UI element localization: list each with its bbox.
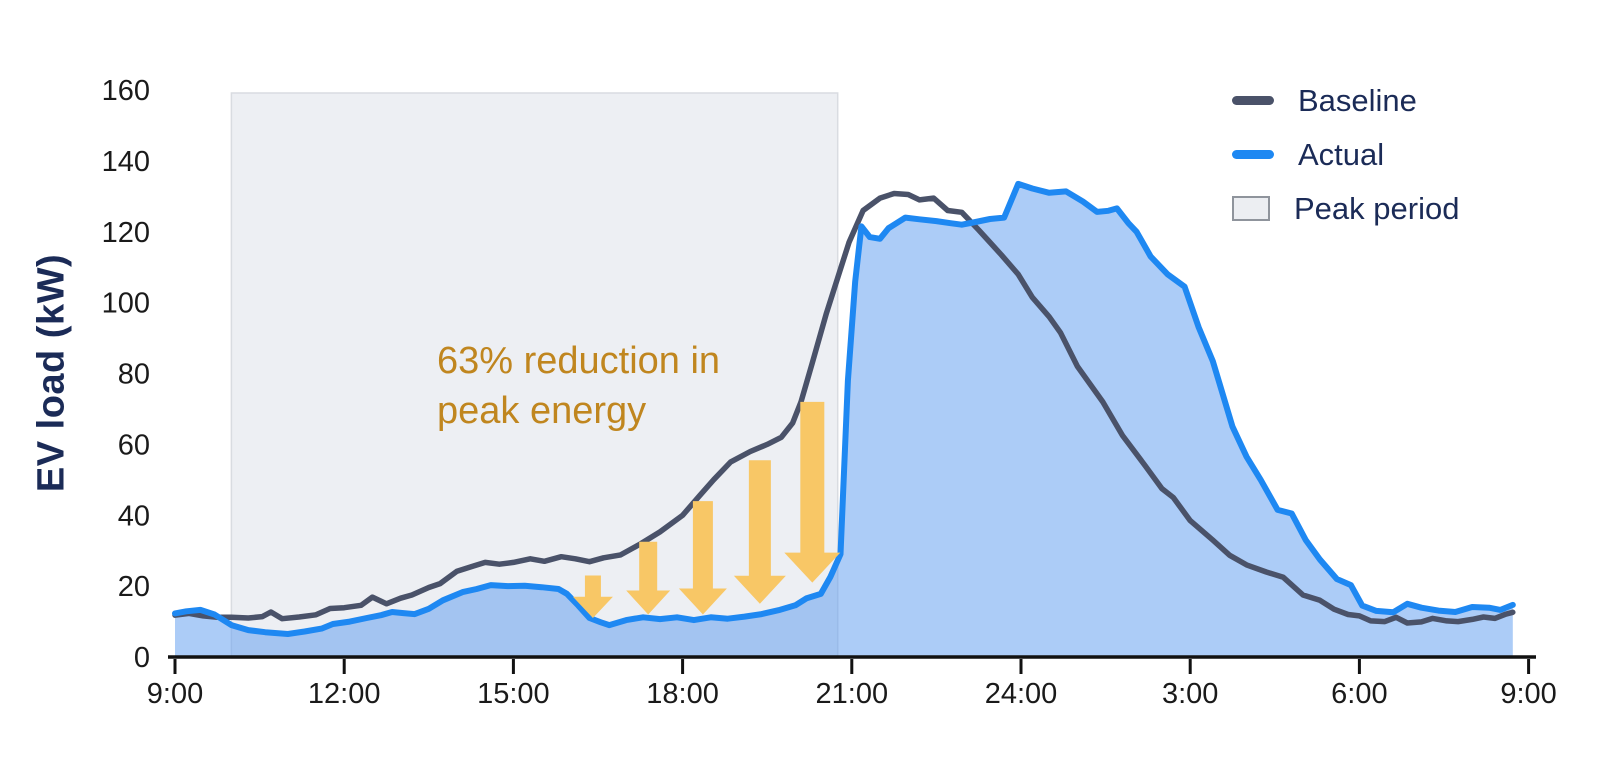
x-tick-label: 24:00 [985,678,1058,710]
legend-swatch-actual [1232,150,1274,159]
reduction-arrow-4-icon [733,460,786,604]
actual-line [172,180,1516,637]
y-tick-label: 40 [118,500,150,532]
legend-label: Peak period [1294,190,1460,226]
y-tick-label: 20 [118,571,150,603]
x-tick-label: 15:00 [477,678,550,710]
y-tick-label: 60 [118,429,150,461]
x-tick-label: 6:00 [1331,678,1387,710]
reduction-arrow-1-icon [572,575,613,618]
x-tick-label: 9:00 [1500,678,1556,710]
legend-item-actual: Actual [1232,136,1459,173]
legend-swatch-baseline [1232,96,1274,105]
y-tick-label: 0 [134,642,150,674]
x-tick-label: 9:00 [147,678,203,710]
x-tick-label: 18:00 [646,678,719,710]
reduction-arrow-3-icon [678,501,727,615]
x-tick-label: 12:00 [308,678,381,710]
legend-item-peak-period: Peak period [1232,190,1459,227]
y-axis-title: EV load (kW) [30,253,73,493]
actual-area-fill [175,183,1513,656]
y-tick-label: 160 [102,75,150,107]
y-tick-label: 100 [102,288,150,320]
reduction-arrow-2-icon [626,541,671,615]
y-tick-label: 80 [118,359,150,391]
legend-item-baseline: Baseline [1232,82,1459,119]
y-tick-label: 140 [102,146,150,178]
reduction-annotation: 63% reduction in peak energy [437,336,720,436]
reduction-annotation-line2: peak energy [437,390,647,433]
baseline-line [172,190,1516,626]
legend-swatch-peak-period [1232,196,1270,221]
x-tick-label: 21:00 [816,678,889,710]
legend-label: Baseline [1298,82,1417,118]
peak-period-region [230,92,839,659]
legend-label: Actual [1298,136,1385,172]
x-tick-label: 3:00 [1162,678,1218,710]
reduction-annotation-line1: 63% reduction in [437,340,721,382]
y-tick-label: 120 [102,217,150,249]
chart-legend: Baseline Actual Peak period [1232,82,1459,227]
reduction-arrow-5-icon [784,401,841,583]
